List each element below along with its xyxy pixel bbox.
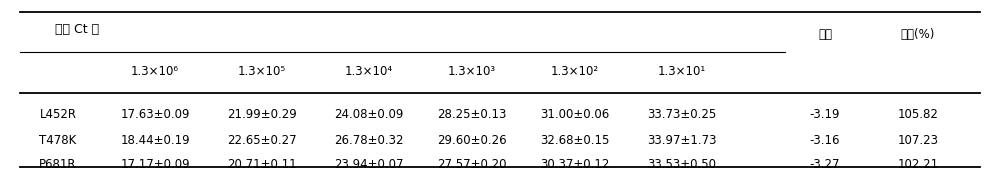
- Text: 18.44±0.19: 18.44±0.19: [120, 134, 190, 147]
- Text: 107.23: 107.23: [898, 134, 938, 147]
- Text: -3.19: -3.19: [810, 108, 840, 121]
- Text: -3.27: -3.27: [810, 158, 840, 171]
- Text: 102.21: 102.21: [897, 158, 939, 171]
- Text: 33.97±1.73: 33.97±1.73: [647, 134, 717, 147]
- Text: 28.25±0.13: 28.25±0.13: [437, 108, 507, 121]
- Text: 1.3×10⁵: 1.3×10⁵: [238, 65, 286, 78]
- Text: P681R: P681R: [39, 158, 77, 171]
- Text: 17.17±0.09: 17.17±0.09: [120, 158, 190, 171]
- Text: 31.00±0.06: 31.00±0.06: [540, 108, 610, 121]
- Text: 1.3×10³: 1.3×10³: [448, 65, 496, 78]
- Text: 1.3×10⁶: 1.3×10⁶: [131, 65, 179, 78]
- Text: 30.37±0.12: 30.37±0.12: [540, 158, 610, 171]
- Text: 24.08±0.09: 24.08±0.09: [334, 108, 404, 121]
- Text: 27.57±0.20: 27.57±0.20: [437, 158, 507, 171]
- Text: 23.94±0.07: 23.94±0.07: [334, 158, 404, 171]
- Text: L452R: L452R: [40, 108, 76, 121]
- Text: 21.99±0.29: 21.99±0.29: [227, 108, 297, 121]
- Text: 1.3×10²: 1.3×10²: [551, 65, 599, 78]
- Text: -3.16: -3.16: [810, 134, 840, 147]
- Text: 平均 Ct 値: 平均 Ct 値: [55, 23, 99, 36]
- Text: 1.3×10¹: 1.3×10¹: [658, 65, 706, 78]
- Text: 斜率: 斜率: [818, 28, 832, 41]
- Text: 26.78±0.32: 26.78±0.32: [334, 134, 404, 147]
- Text: 22.65±0.27: 22.65±0.27: [227, 134, 297, 147]
- Text: 17.63±0.09: 17.63±0.09: [120, 108, 190, 121]
- Text: 效率(%): 效率(%): [901, 28, 935, 41]
- Text: 29.60±0.26: 29.60±0.26: [437, 134, 507, 147]
- Text: 32.68±0.15: 32.68±0.15: [540, 134, 610, 147]
- Text: T478K: T478K: [39, 134, 77, 147]
- Text: 20.71±0.11: 20.71±0.11: [227, 158, 297, 171]
- Text: 1.3×10⁴: 1.3×10⁴: [345, 65, 393, 78]
- Text: 33.73±0.25: 33.73±0.25: [647, 108, 717, 121]
- Text: 33.53±0.50: 33.53±0.50: [648, 158, 716, 171]
- Text: 105.82: 105.82: [898, 108, 938, 121]
